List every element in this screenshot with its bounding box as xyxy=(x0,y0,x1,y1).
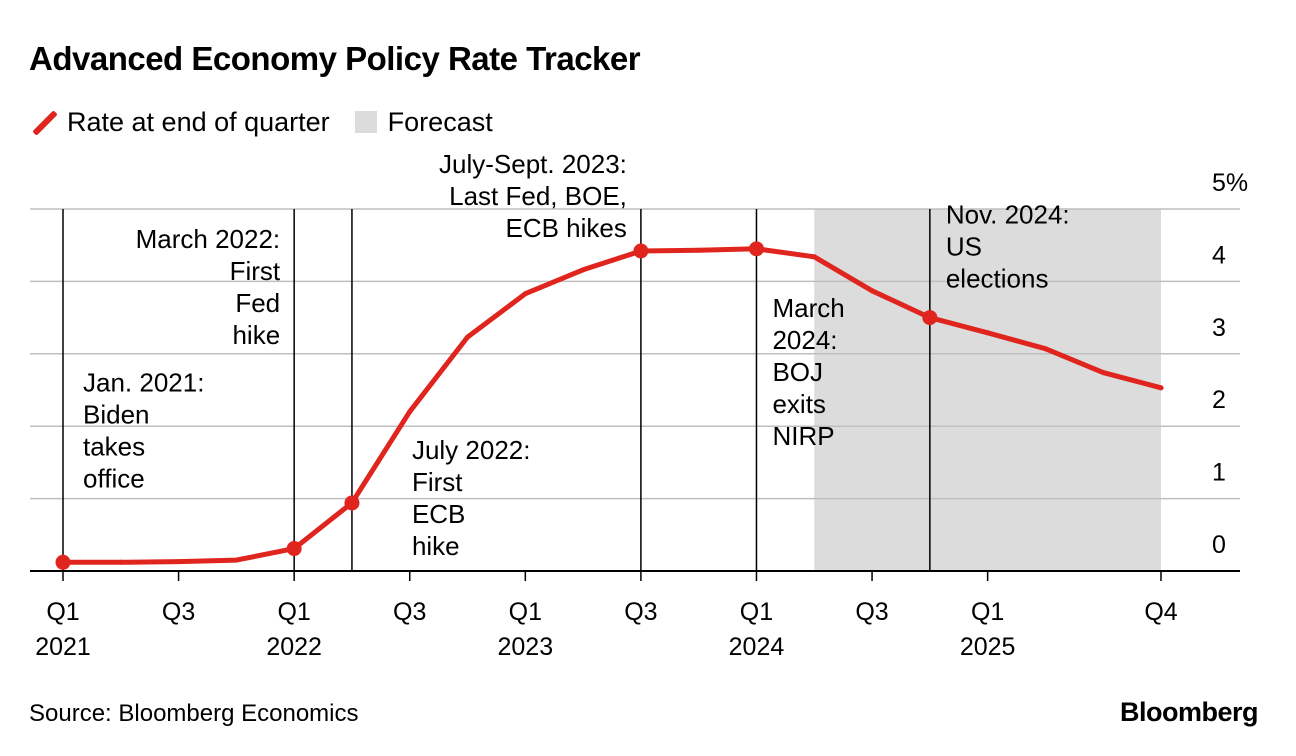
annotation-3-line-2: ECB hikes xyxy=(506,213,627,243)
annotation-5-line-0: Nov. 2024: xyxy=(946,199,1070,229)
data-point-19 xyxy=(1158,385,1164,391)
chart-title: Advanced Economy Policy Rate Tracker xyxy=(29,40,641,77)
x-tick-label-1: Q3 xyxy=(162,598,195,626)
data-point-9 xyxy=(580,267,586,273)
data-point-1 xyxy=(118,559,124,565)
annotation-1-line-3: hike xyxy=(232,320,280,350)
y-tick-label-4: 4 xyxy=(1212,241,1226,269)
data-point-3 xyxy=(233,557,239,563)
event-marker-q15 xyxy=(922,310,938,326)
event-marker-q4 xyxy=(286,541,302,557)
y-tick-label-3: 3 xyxy=(1212,314,1226,342)
event-marker-q12 xyxy=(748,241,764,257)
x-tick-label-4: Q1 xyxy=(509,598,542,626)
series-line-0 xyxy=(60,246,1164,565)
annotation-2-line-0: July 2022: xyxy=(412,435,531,465)
x-tick-label-3: Q3 xyxy=(393,598,426,626)
annotation-4-line-0: March xyxy=(772,293,844,323)
annotation-1-line-0: March 2022: xyxy=(136,224,281,254)
event-marker-q0 xyxy=(55,554,71,570)
annotation-2-line-2: ECB xyxy=(412,499,465,529)
annotation-1-line-1: First xyxy=(230,256,281,286)
annotation-5-line-2: elections xyxy=(946,263,1049,293)
annotation-0-line-0: Jan. 2021: xyxy=(83,367,204,397)
annotation-0-line-2: takes xyxy=(83,431,145,461)
data-point-18 xyxy=(1100,370,1106,376)
annotation-1-line-2: Fed xyxy=(235,288,280,318)
y-tick-label-5: 5% xyxy=(1212,169,1248,197)
event-marker-q10 xyxy=(633,243,649,259)
legend-forecast-swatch xyxy=(354,111,377,133)
annotation-4-line-2: BOJ xyxy=(772,357,823,387)
legend-line-label: Rate at end of quarter xyxy=(67,106,330,137)
data-point-14 xyxy=(869,288,875,294)
x-tick-label-2: Q1 xyxy=(277,598,310,626)
annotation-2-line-3: hike xyxy=(412,531,460,561)
annotation-4-line-1: 2024: xyxy=(772,325,837,355)
x-tick-label-9: Q4 xyxy=(1144,598,1177,626)
annotation-0-line-1: Biden xyxy=(83,399,150,429)
data-point-6 xyxy=(407,409,413,415)
x-tick-label-8: Q1 xyxy=(971,598,1004,626)
data-point-11 xyxy=(696,247,702,253)
y-tick-label-2: 2 xyxy=(1212,386,1226,414)
x-tick-label-6: Q1 xyxy=(740,598,773,626)
y-tick-label-1: 1 xyxy=(1212,459,1226,487)
legend-forecast-label: Forecast xyxy=(387,106,493,137)
data-point-16 xyxy=(985,330,991,336)
data-point-8 xyxy=(522,291,528,297)
x-year-label-2025: 2025 xyxy=(960,633,1016,661)
x-tick-label-0: Q1 xyxy=(46,598,79,626)
source-note: Source: Bloomberg Economics xyxy=(29,700,359,727)
data-point-2 xyxy=(176,559,182,565)
x-year-label-2023: 2023 xyxy=(498,633,554,661)
annotation-5-line-1: US xyxy=(946,231,982,261)
event-marker-q5 xyxy=(344,495,360,511)
data-point-13 xyxy=(811,254,817,260)
x-tick-label-5: Q3 xyxy=(624,598,657,626)
annotation-3-line-0: July-Sept. 2023: xyxy=(439,149,627,179)
x-year-label-2024: 2024 xyxy=(729,633,785,661)
y-tick-label-0: 0 xyxy=(1212,531,1226,559)
annotation-4-line-4: NIRP xyxy=(772,421,834,451)
data-point-17 xyxy=(1042,346,1048,352)
x-year-label-2022: 2022 xyxy=(266,633,322,661)
legend: Rate at end of quarter Forecast xyxy=(29,104,493,140)
bloomberg-logo: Bloomberg xyxy=(1119,697,1259,727)
annotation-0-line-3: office xyxy=(83,463,145,493)
data-point-7 xyxy=(465,334,471,340)
annotation-4-line-3: exits xyxy=(772,389,825,419)
x-year-label-2021: 2021 xyxy=(35,633,91,661)
x-tick-label-7: Q3 xyxy=(855,598,888,626)
annotation-3-line-1: Last Fed, BOE, xyxy=(449,181,627,211)
annotation-2-line-1: First xyxy=(412,467,463,497)
rate-chart: 0 1 2 3 4 5% Q1 2021 Q3 Q1 2022 Q3 Q1 2023 Q3 Q1 2024 Q3 Q… xyxy=(30,149,1248,661)
forecast-band xyxy=(814,209,1161,571)
